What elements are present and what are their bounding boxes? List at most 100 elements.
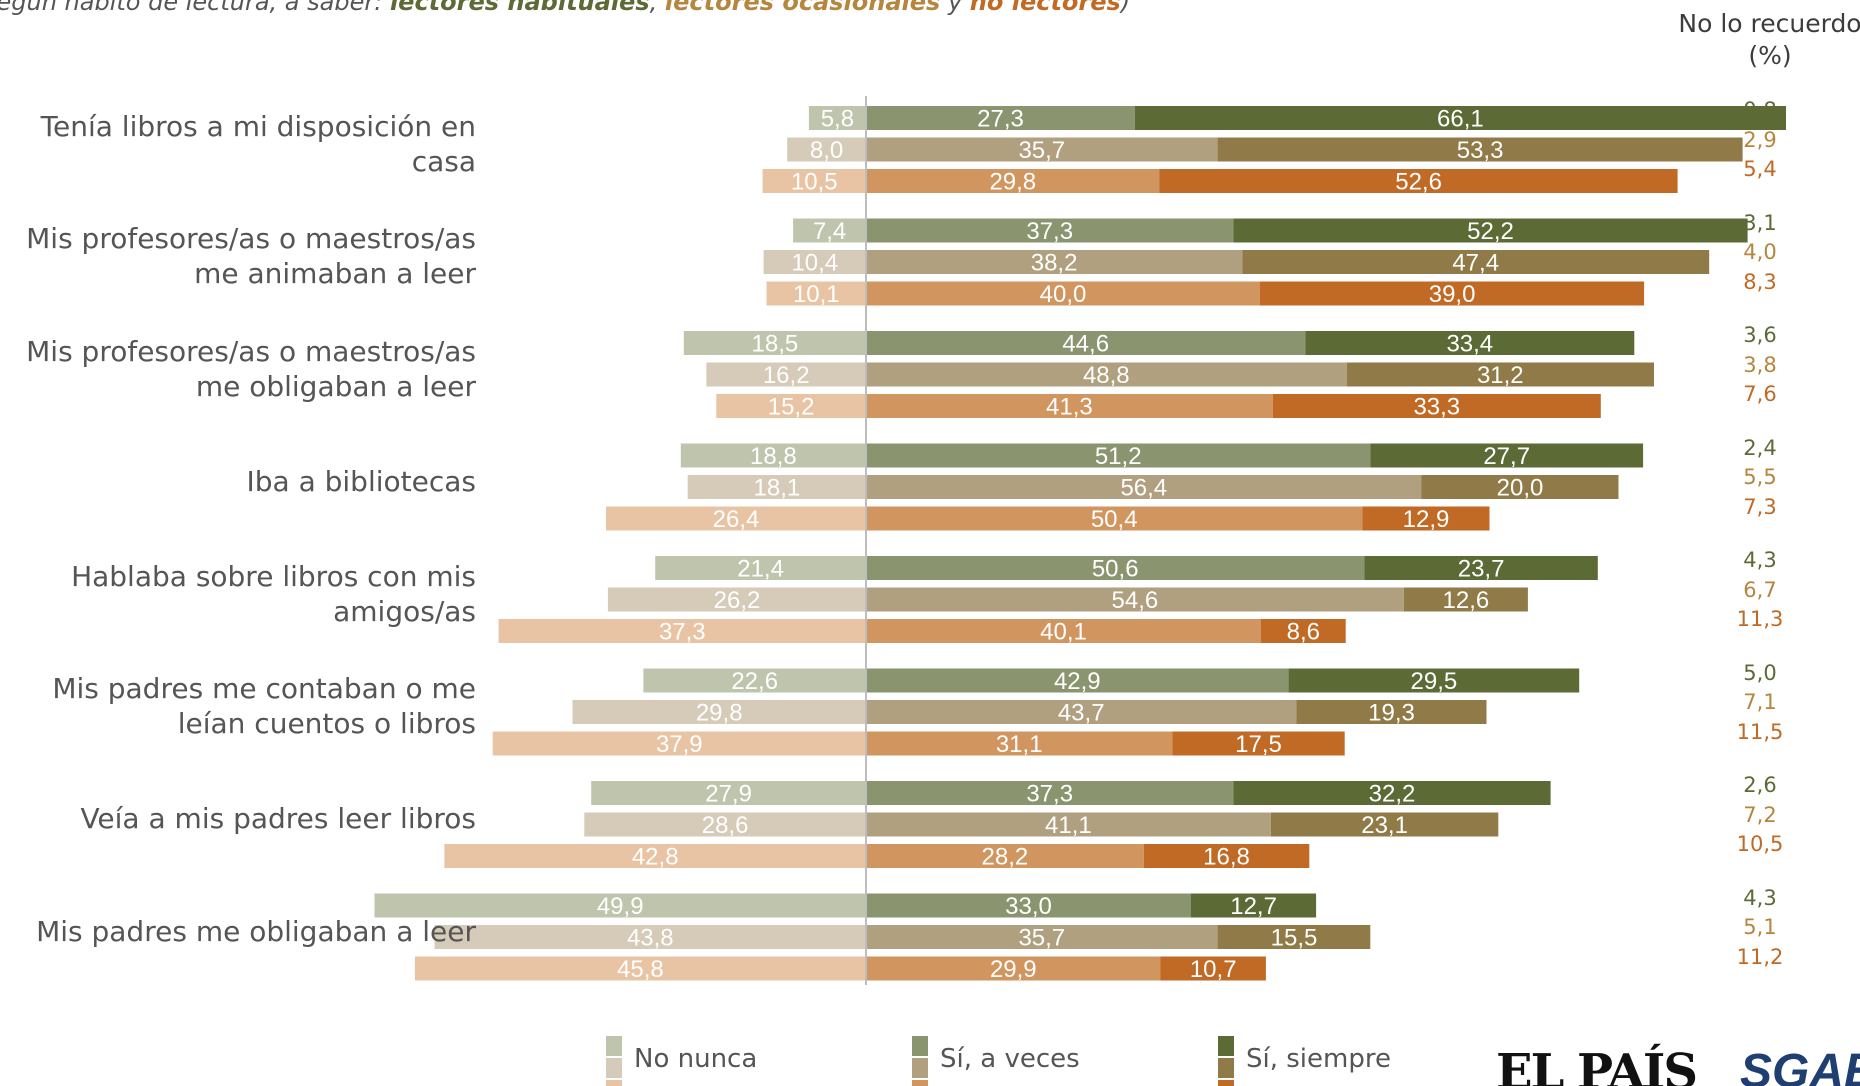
subtitle-suffix: )	[1120, 0, 1131, 16]
bar-si-a-veces	[866, 731, 1173, 756]
bar-no-nunca	[766, 281, 866, 306]
value-label-no-nunca: 21,4	[737, 556, 784, 583]
category-label: Tenía libros a mi disposición en casa	[40, 109, 476, 178]
bar-no-nunca	[643, 668, 866, 693]
bar-si-siempre	[1260, 281, 1645, 306]
bar-si-siempre	[1242, 250, 1710, 274]
legend-swatch-no-nunca-2	[606, 1058, 622, 1078]
legend-swatch-si-a-veces-3	[912, 1080, 928, 1086]
value-label-si-siempre: 17,5	[1235, 731, 1282, 758]
no-recuerdo-value: 5,1	[1743, 915, 1777, 939]
no-recuerdo-value: 2,9	[1743, 127, 1777, 152]
value-label-si-siempre: 20,0	[1497, 475, 1544, 502]
value-label-si-a-veces: 51,2	[1095, 443, 1142, 470]
value-label-si-siempre: 19,3	[1368, 700, 1415, 727]
value-label-si-siempre: 31,2	[1477, 362, 1524, 389]
value-label-no-nunca: 26,2	[714, 587, 761, 614]
value-label-si-siempre: 15,5	[1271, 925, 1318, 952]
value-label-no-nunca: 8,0	[810, 137, 843, 164]
subtitle-group-ocasionales: lectores ocasionales	[664, 0, 941, 16]
value-label-si-siempre: 12,9	[1403, 506, 1450, 533]
bar-si-siempre	[1403, 587, 1528, 612]
value-label-si-a-veces: 31,1	[996, 731, 1043, 758]
value-label-no-nunca: 15,2	[768, 394, 815, 421]
bar-si-siempre	[1160, 956, 1266, 981]
value-label-no-nunca: 45,8	[617, 956, 664, 983]
no-recuerdo-value: 6,7	[1743, 577, 1777, 602]
bar-si-a-veces	[866, 331, 1306, 355]
no-recuerdo-value: 3,8	[1743, 352, 1777, 377]
bar-si-a-veces	[866, 281, 1260, 306]
value-label-si-siempre: 66,1	[1437, 106, 1484, 133]
value-label-no-nunca: 16,2	[763, 362, 810, 389]
bar-si-a-veces	[866, 106, 1135, 130]
no-recuerdo-value: 4,3	[1743, 885, 1777, 910]
bar-si-siempre	[1233, 781, 1551, 805]
legend-swatch-no-nunca-3	[606, 1080, 622, 1086]
bar-si-siempre	[1134, 106, 1786, 130]
bar-no-nunca	[683, 331, 866, 355]
value-label-si-a-veces: 29,9	[990, 956, 1037, 983]
value-label-no-nunca: 28,6	[702, 812, 749, 839]
no-recuerdo-value: 11,5	[1736, 719, 1784, 744]
value-label-no-nunca: 10,5	[791, 169, 838, 196]
bar-si-siempre	[1362, 506, 1490, 531]
value-label-si-siempre: 29,5	[1411, 668, 1458, 695]
value-label-si-siempre: 33,4	[1446, 331, 1493, 358]
bar-no-nunca	[706, 362, 866, 387]
bar-no-nunca	[572, 700, 866, 724]
value-label-si-siempre: 32,2	[1369, 781, 1416, 808]
bar-no-nunca	[687, 475, 866, 499]
no-recuerdo-header-line2: (%)	[1748, 41, 1792, 70]
value-label-no-nunca: 10,1	[793, 281, 840, 308]
bar-si-a-veces	[866, 137, 1218, 162]
bar-no-nunca	[808, 106, 866, 130]
no-recuerdo-value: 3,1	[1743, 210, 1777, 235]
bar-no-nunca	[414, 956, 866, 981]
value-label-si-siempre: 10,7	[1190, 956, 1237, 983]
bar-si-a-veces	[866, 218, 1234, 243]
category-label: Veía a mis padres leer libros	[80, 802, 476, 835]
bar-no-nunca	[762, 169, 866, 193]
bar-no-nunca	[374, 893, 866, 918]
no-recuerdo-value: 11,2	[1736, 944, 1784, 969]
bar-no-nunca	[787, 137, 866, 162]
value-label-no-nunca: 37,9	[656, 731, 703, 758]
no-recuerdo-value: 0,8	[1743, 98, 1777, 122]
bar-si-siempre	[1288, 668, 1580, 693]
value-label-si-siempre: 53,3	[1457, 137, 1504, 164]
bar-si-a-veces	[866, 587, 1404, 612]
no-recuerdo-value: 10,5	[1736, 832, 1784, 856]
value-label-si-siempre: 52,6	[1395, 169, 1442, 196]
bar-si-a-veces	[866, 443, 1371, 468]
bar-no-nunca	[607, 587, 866, 612]
value-label-si-a-veces: 27,3	[977, 106, 1024, 133]
no-recuerdo-value: 7,3	[1743, 494, 1777, 519]
value-label-no-nunca: 18,8	[750, 443, 797, 470]
sgae-logo: SGAE	[1740, 1045, 1860, 1086]
value-label-si-a-veces: 35,7	[1018, 925, 1065, 952]
value-label-si-siempre: 39,0	[1429, 281, 1476, 308]
bar-no-nunca	[763, 250, 866, 274]
value-label-si-siempre: 47,4	[1452, 250, 1499, 277]
category-label: Hablaba sobre libros con mis amigos/as	[71, 559, 476, 628]
legend-label-si-a-veces: Sí, a veces	[940, 1044, 1080, 1074]
value-label-no-nunca: 29,8	[696, 700, 743, 727]
legend-label-si-siempre: Sí, siempre	[1246, 1044, 1391, 1074]
value-label-no-nunca: 37,3	[659, 619, 706, 646]
value-label-no-nunca: 27,9	[705, 781, 752, 808]
legend-label-no-nunca: No nunca	[634, 1044, 758, 1074]
value-label-si-a-veces: 48,8	[1083, 362, 1130, 389]
legend-swatch-si-a-veces-2	[912, 1058, 928, 1078]
value-label-si-a-veces: 50,6	[1092, 556, 1139, 583]
bar-si-siempre	[1305, 331, 1635, 355]
no-recuerdo-value: 7,1	[1743, 690, 1777, 714]
bar-si-a-veces	[866, 956, 1161, 981]
no-recuerdo-value: 4,0	[1743, 240, 1777, 264]
category-label: Mis padres me obligaban a leer	[36, 914, 476, 948]
no-recuerdo-header-line1: No lo recuerdo	[1678, 9, 1860, 38]
value-label-si-a-veces: 33,0	[1005, 893, 1052, 920]
value-label-no-nunca: 18,1	[754, 475, 801, 502]
